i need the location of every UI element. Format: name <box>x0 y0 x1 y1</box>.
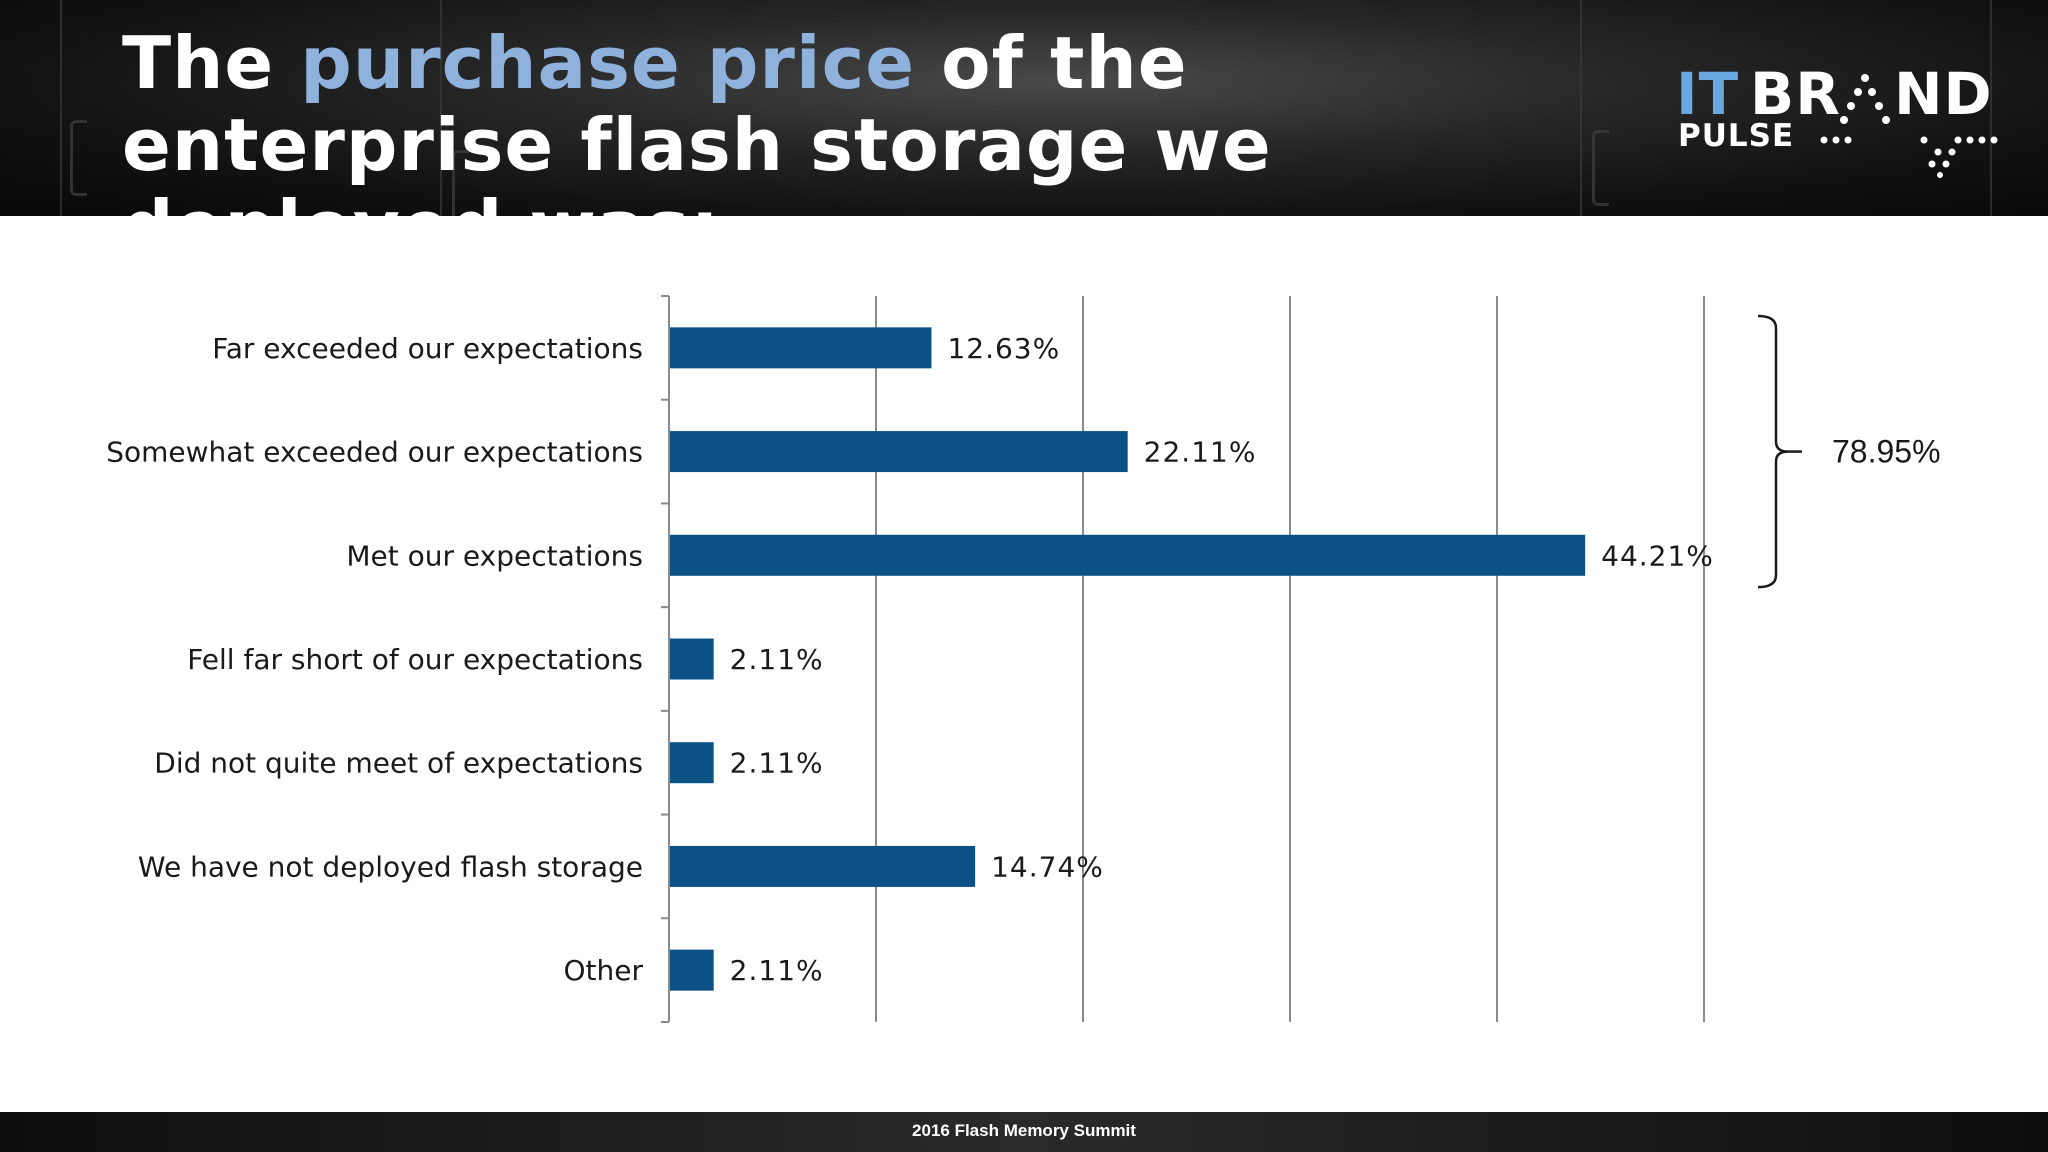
category-label: Somewhat exceeded our expectations <box>106 436 643 469</box>
rack-handle-decoration <box>452 150 469 216</box>
rack-decoration <box>1990 0 1992 216</box>
itbrand-a-dots-icon <box>1840 74 1890 124</box>
bar-chart: Far exceeded our expectations 12.63% Somew… <box>106 295 1941 1023</box>
rack-decoration <box>60 0 62 216</box>
title-part-1: The <box>122 21 301 105</box>
bar <box>670 845 976 887</box>
category-label: We have not deployed flash storage <box>138 850 643 883</box>
logo-pulse-text: PULSE <box>1678 118 1795 154</box>
category-label: Did not quite meet of expectations <box>154 747 643 780</box>
bar <box>670 949 714 991</box>
bar <box>670 327 932 369</box>
footer-text: 2016 Flash Memory Summit <box>912 1121 1136 1140</box>
rack-decoration <box>1580 0 1582 216</box>
rack-decoration <box>440 0 442 216</box>
logo-nd-text: ND <box>1894 60 1993 128</box>
category-label: Met our expectations <box>346 539 643 572</box>
category-label: Fell far short of our expectations <box>187 643 643 676</box>
data-label: 2.11% <box>730 643 824 676</box>
summary-bracket-label: 78.95% <box>1832 434 1941 470</box>
bar <box>670 638 714 680</box>
data-label: 22.11% <box>1144 436 1257 469</box>
data-label: 44.21% <box>1601 539 1714 572</box>
itbrand-pulse-logo: IT BR ND PULSE <box>1676 60 2016 178</box>
bar <box>670 742 714 784</box>
rack-handle-decoration <box>70 120 87 196</box>
title-highlight: purchase price <box>300 21 916 105</box>
slide-title: The purchase price of the enterprise fla… <box>122 22 1602 216</box>
slide-footer: 2016 Flash Memory Summit <box>0 1112 2048 1152</box>
logo-it-text: IT <box>1676 60 1740 128</box>
title-part-2: of the enterprise flash storage we deplo… <box>122 21 1272 216</box>
category-label: Far exceeded our expectations <box>212 332 643 365</box>
data-label: 14.74% <box>991 850 1104 883</box>
bar <box>670 534 1586 576</box>
slide-header: The purchase price of the enterprise fla… <box>0 0 2048 216</box>
data-label: 2.11% <box>730 954 824 987</box>
data-label: 12.63% <box>947 332 1060 365</box>
bar <box>670 431 1128 473</box>
logo-br-text: BR <box>1750 60 1841 128</box>
category-label: Other <box>563 954 643 987</box>
summary-bracket <box>1757 314 1789 589</box>
logo-dots-icon <box>1820 136 1998 178</box>
rack-handle-decoration <box>1592 130 1609 206</box>
chart-area: Far exceeded our expectations 12.63% Somew… <box>0 216 2048 1112</box>
data-label: 2.11% <box>730 747 824 780</box>
